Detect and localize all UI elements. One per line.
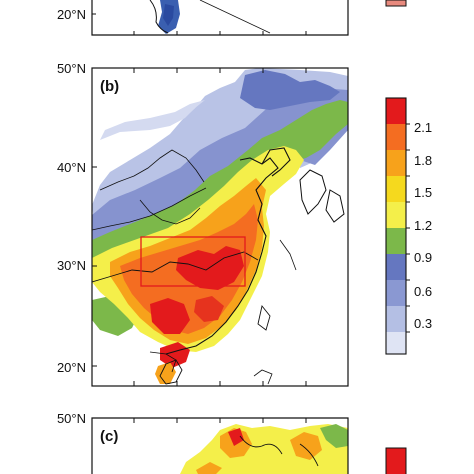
panel-b-lat-label: 20°N <box>57 360 86 375</box>
colorbar-swatch <box>386 280 406 306</box>
colorbar-tick-label: 2.1 <box>414 120 432 135</box>
colorbar-frame <box>385 97 407 355</box>
colorbar-swatch <box>386 176 406 202</box>
colorbar-swatch <box>386 150 406 176</box>
panel-c-map <box>92 418 348 474</box>
panel-b-label: (b) <box>100 78 119 95</box>
colorbar-swatch <box>386 202 406 228</box>
panel-b: (b) 50°N 40°N 30°N 20°N <box>57 61 432 387</box>
colorbar-swatch <box>386 124 406 150</box>
colorbar-tick-label: 1.5 <box>414 185 432 200</box>
panel-c-lat-label: 50°N <box>57 411 86 426</box>
colorbar-tick-label: 1.8 <box>414 153 432 168</box>
colorbar-tick-label: 0.3 <box>414 316 432 331</box>
panel-a: 20°N <box>57 0 407 36</box>
panel-a-lat-label: 20°N <box>57 7 86 22</box>
colorbar-tick-label: 0.6 <box>414 284 432 299</box>
panel-c: (c) 50°N <box>57 411 407 474</box>
panel-b-ticks <box>92 67 307 386</box>
panel-b-lat-label: 50°N <box>57 61 86 76</box>
colorbar-swatch <box>386 332 406 354</box>
panel-c-label: (c) <box>100 428 118 445</box>
panel-a-colorbar <box>385 0 407 7</box>
colorbar-tick-label: 1.2 <box>414 218 432 233</box>
colorbar-swatch <box>386 228 406 254</box>
colorbar: 2.1 1.8 1.5 1.2 0.9 0.6 0.3 <box>385 97 432 355</box>
colorbar-swatch <box>386 254 406 280</box>
study-region-box <box>140 236 246 287</box>
colorbar-tick-label: 0.9 <box>414 250 432 265</box>
colorbar-swatch <box>386 306 406 332</box>
panel-b-map <box>92 68 348 386</box>
panel-c-colorbar <box>385 447 407 474</box>
panel-b-lat-label: 30°N <box>57 258 86 273</box>
panel-a-map <box>92 0 348 35</box>
colorbar-swatch <box>386 98 406 124</box>
panel-b-lat-label: 40°N <box>57 160 86 175</box>
